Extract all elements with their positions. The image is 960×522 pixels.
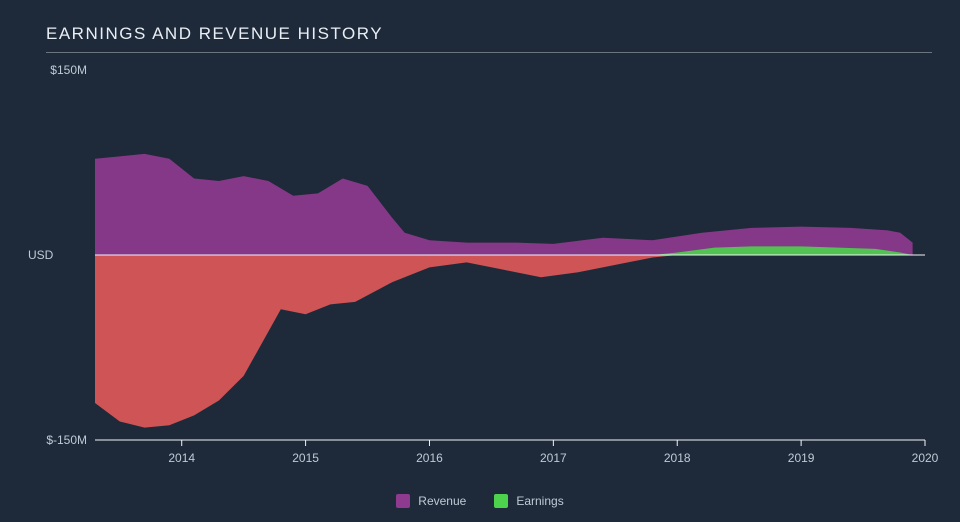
x-tick-label: 2017 bbox=[540, 451, 567, 465]
legend-item-earnings: Earnings bbox=[494, 494, 563, 508]
x-tick-label: 2018 bbox=[664, 451, 691, 465]
chart-plot: 2014 2015 2016 2017 2018 2019 2020 $-150M $150M U… bbox=[0, 0, 960, 522]
series-loss bbox=[95, 255, 913, 428]
legend-swatch-revenue bbox=[396, 494, 410, 508]
x-tick-label: 2015 bbox=[292, 451, 319, 465]
x-tick-label: 2019 bbox=[788, 451, 815, 465]
legend-label-revenue: Revenue bbox=[418, 494, 466, 508]
legend-swatch-earnings bbox=[494, 494, 508, 508]
legend-item-revenue: Revenue bbox=[396, 494, 466, 508]
y-axis-label: USD bbox=[28, 248, 54, 262]
chart-legend: Revenue Earnings bbox=[0, 494, 960, 508]
series-revenue bbox=[95, 154, 913, 255]
earnings-revenue-chart: EARNINGS AND REVENUE HISTORY 20142015201… bbox=[0, 0, 960, 522]
x-tick-label: 2014 bbox=[168, 451, 195, 465]
x-tick-label: 2020 bbox=[912, 451, 939, 465]
y-tick-label: $150M bbox=[50, 63, 87, 77]
x-tick-label: 2016 bbox=[416, 451, 443, 465]
legend-label-earnings: Earnings bbox=[516, 494, 563, 508]
y-tick-label: $-150M bbox=[46, 433, 87, 447]
